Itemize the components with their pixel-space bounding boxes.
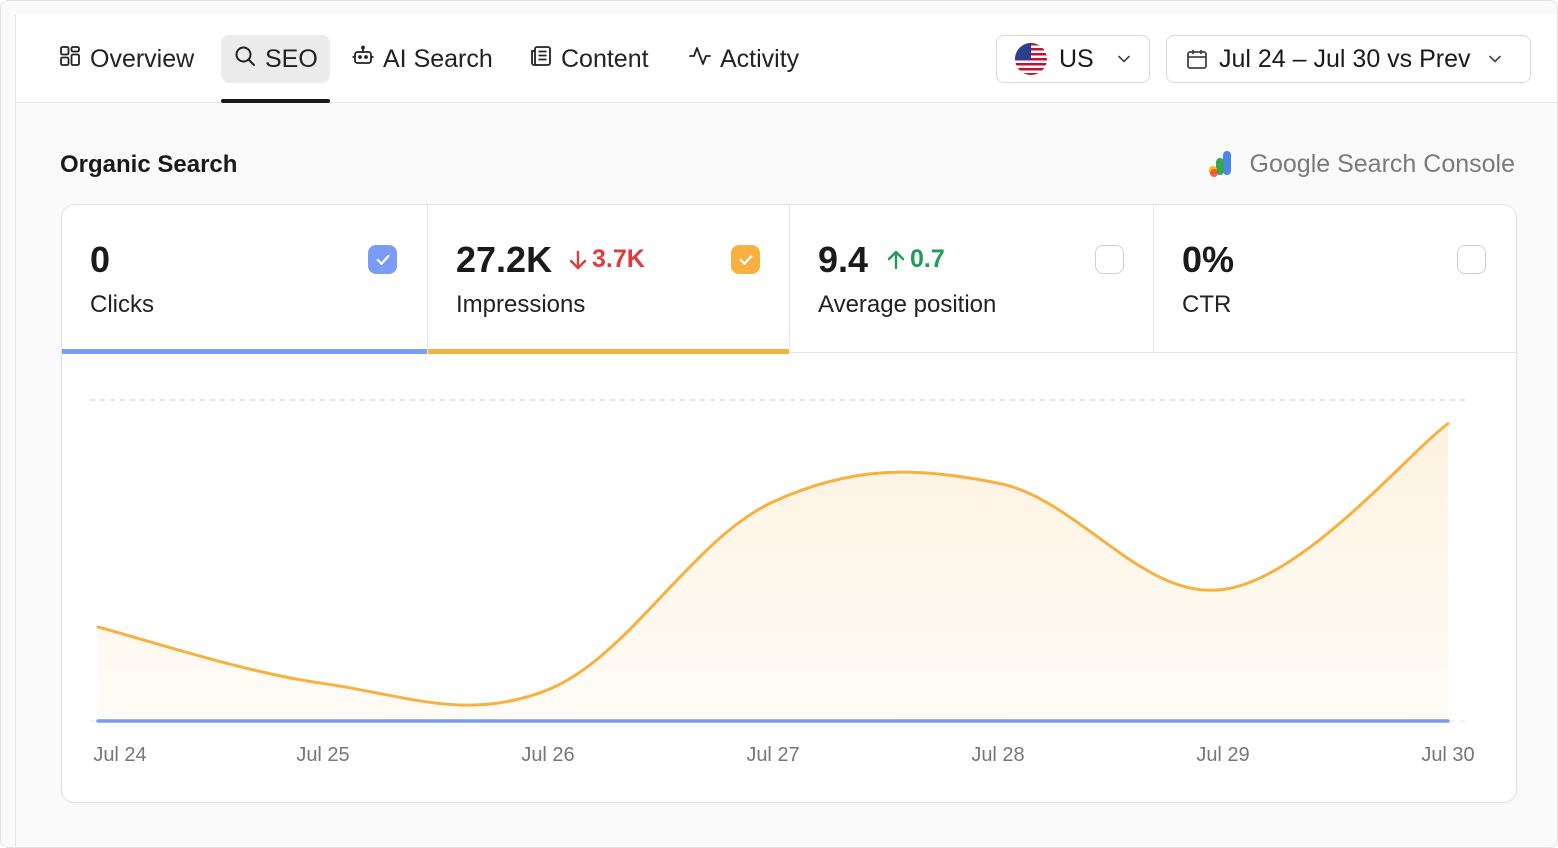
ctr-checkbox[interactable] (1457, 245, 1486, 274)
metric-ctr[interactable]: 0% CTR (1154, 205, 1516, 353)
chevron-down-icon (1485, 49, 1505, 69)
search-icon (233, 44, 257, 75)
arrow-up-icon (886, 249, 906, 271)
country-select[interactable]: US (996, 35, 1150, 83)
date-range-label: Jul 24 – Jul 30 vs Prev (1219, 44, 1471, 73)
x-tick-label: Jul 28 (971, 744, 1024, 766)
top-navigation: Overview SEO AI Search (15, 15, 1557, 103)
impressions-indicator-bar (428, 349, 789, 354)
check-icon (374, 251, 392, 269)
main-content: Organic Search Google Search Console 0 C… (15, 103, 1557, 847)
clicks-checkbox[interactable] (368, 245, 397, 274)
check-icon (737, 251, 755, 269)
metric-value: 0% (1182, 239, 1235, 280)
x-tick-label: Jul 30 (1421, 744, 1474, 766)
organic-search-card: 0 Clicks 27.2K 3.7K (61, 204, 1517, 803)
delta-value: 3.7K (592, 245, 645, 273)
tab-label: AI Search (383, 44, 493, 73)
average-position-delta: 0.7 (886, 245, 945, 274)
organic-search-chart: Jul 24 Jul 25 Jul 26 Jul 27 Jul 28 Jul 29 Jul … (90, 399, 1475, 766)
x-tick-label: Jul 26 (521, 744, 574, 766)
country-label: US (1059, 44, 1094, 73)
data-source[interactable]: Google Search Console (1206, 149, 1515, 179)
metrics-row: 0 Clicks 27.2K 3.7K (62, 205, 1516, 354)
source-label: Google Search Console (1249, 149, 1515, 178)
google-search-console-icon (1206, 149, 1236, 179)
pulse-icon (688, 44, 712, 75)
x-tick-label: Jul 27 (746, 744, 799, 766)
metric-average-position[interactable]: 9.4 0.7 Average position (790, 205, 1154, 353)
metric-value: 0 (90, 239, 111, 280)
chart-x-axis: Jul 24 Jul 25 Jul 26 Jul 27 Jul 28 Jul 29 Jul … (93, 744, 1474, 766)
x-tick-label: Jul 29 (1196, 744, 1249, 766)
metric-clicks[interactable]: 0 Clicks (62, 205, 428, 354)
calendar-icon (1185, 47, 1209, 71)
metric-value: 27.2K (456, 239, 553, 280)
metric-label: Clicks (90, 291, 154, 318)
tab-label: Overview (90, 44, 195, 73)
clicks-indicator-bar (62, 349, 427, 354)
impressions-checkbox[interactable] (731, 245, 760, 274)
section-title: Organic Search (60, 151, 238, 178)
tab-seo[interactable]: SEO (221, 35, 330, 83)
active-tab-indicator (221, 99, 330, 103)
impressions-series-line[interactable] (96, 422, 1450, 707)
arrow-down-icon (568, 249, 588, 271)
average-position-checkbox[interactable] (1095, 245, 1124, 274)
us-flag-icon (1015, 43, 1047, 75)
metric-label: CTR (1182, 291, 1232, 318)
impressions-delta: 3.7K (568, 245, 645, 274)
x-tick-label: Jul 25 (296, 744, 349, 766)
robot-icon (351, 44, 375, 75)
tab-label: Content (561, 44, 649, 73)
tab-overview[interactable]: Overview (46, 35, 206, 83)
metric-impressions[interactable]: 27.2K 3.7K Impressions (428, 205, 790, 354)
x-tick-label: Jul 24 (93, 744, 146, 766)
tab-label: SEO (265, 44, 318, 73)
tab-activity[interactable]: Activity (676, 35, 811, 83)
chevron-down-icon (1114, 49, 1134, 69)
newspaper-icon (529, 44, 553, 75)
delta-value: 0.7 (910, 245, 945, 273)
metric-label: Average position (818, 291, 997, 318)
metric-value: 9.4 (818, 239, 869, 280)
impressions-area (98, 423, 1448, 721)
tab-content[interactable]: Content (517, 35, 661, 83)
date-range-select[interactable]: Jul 24 – Jul 30 vs Prev (1166, 35, 1531, 83)
tab-label: Activity (720, 44, 800, 73)
metric-label: Impressions (456, 291, 586, 318)
grid-icon (58, 44, 82, 75)
tab-ai-search[interactable]: AI Search (339, 35, 505, 83)
chart-series-layer (96, 422, 1450, 723)
